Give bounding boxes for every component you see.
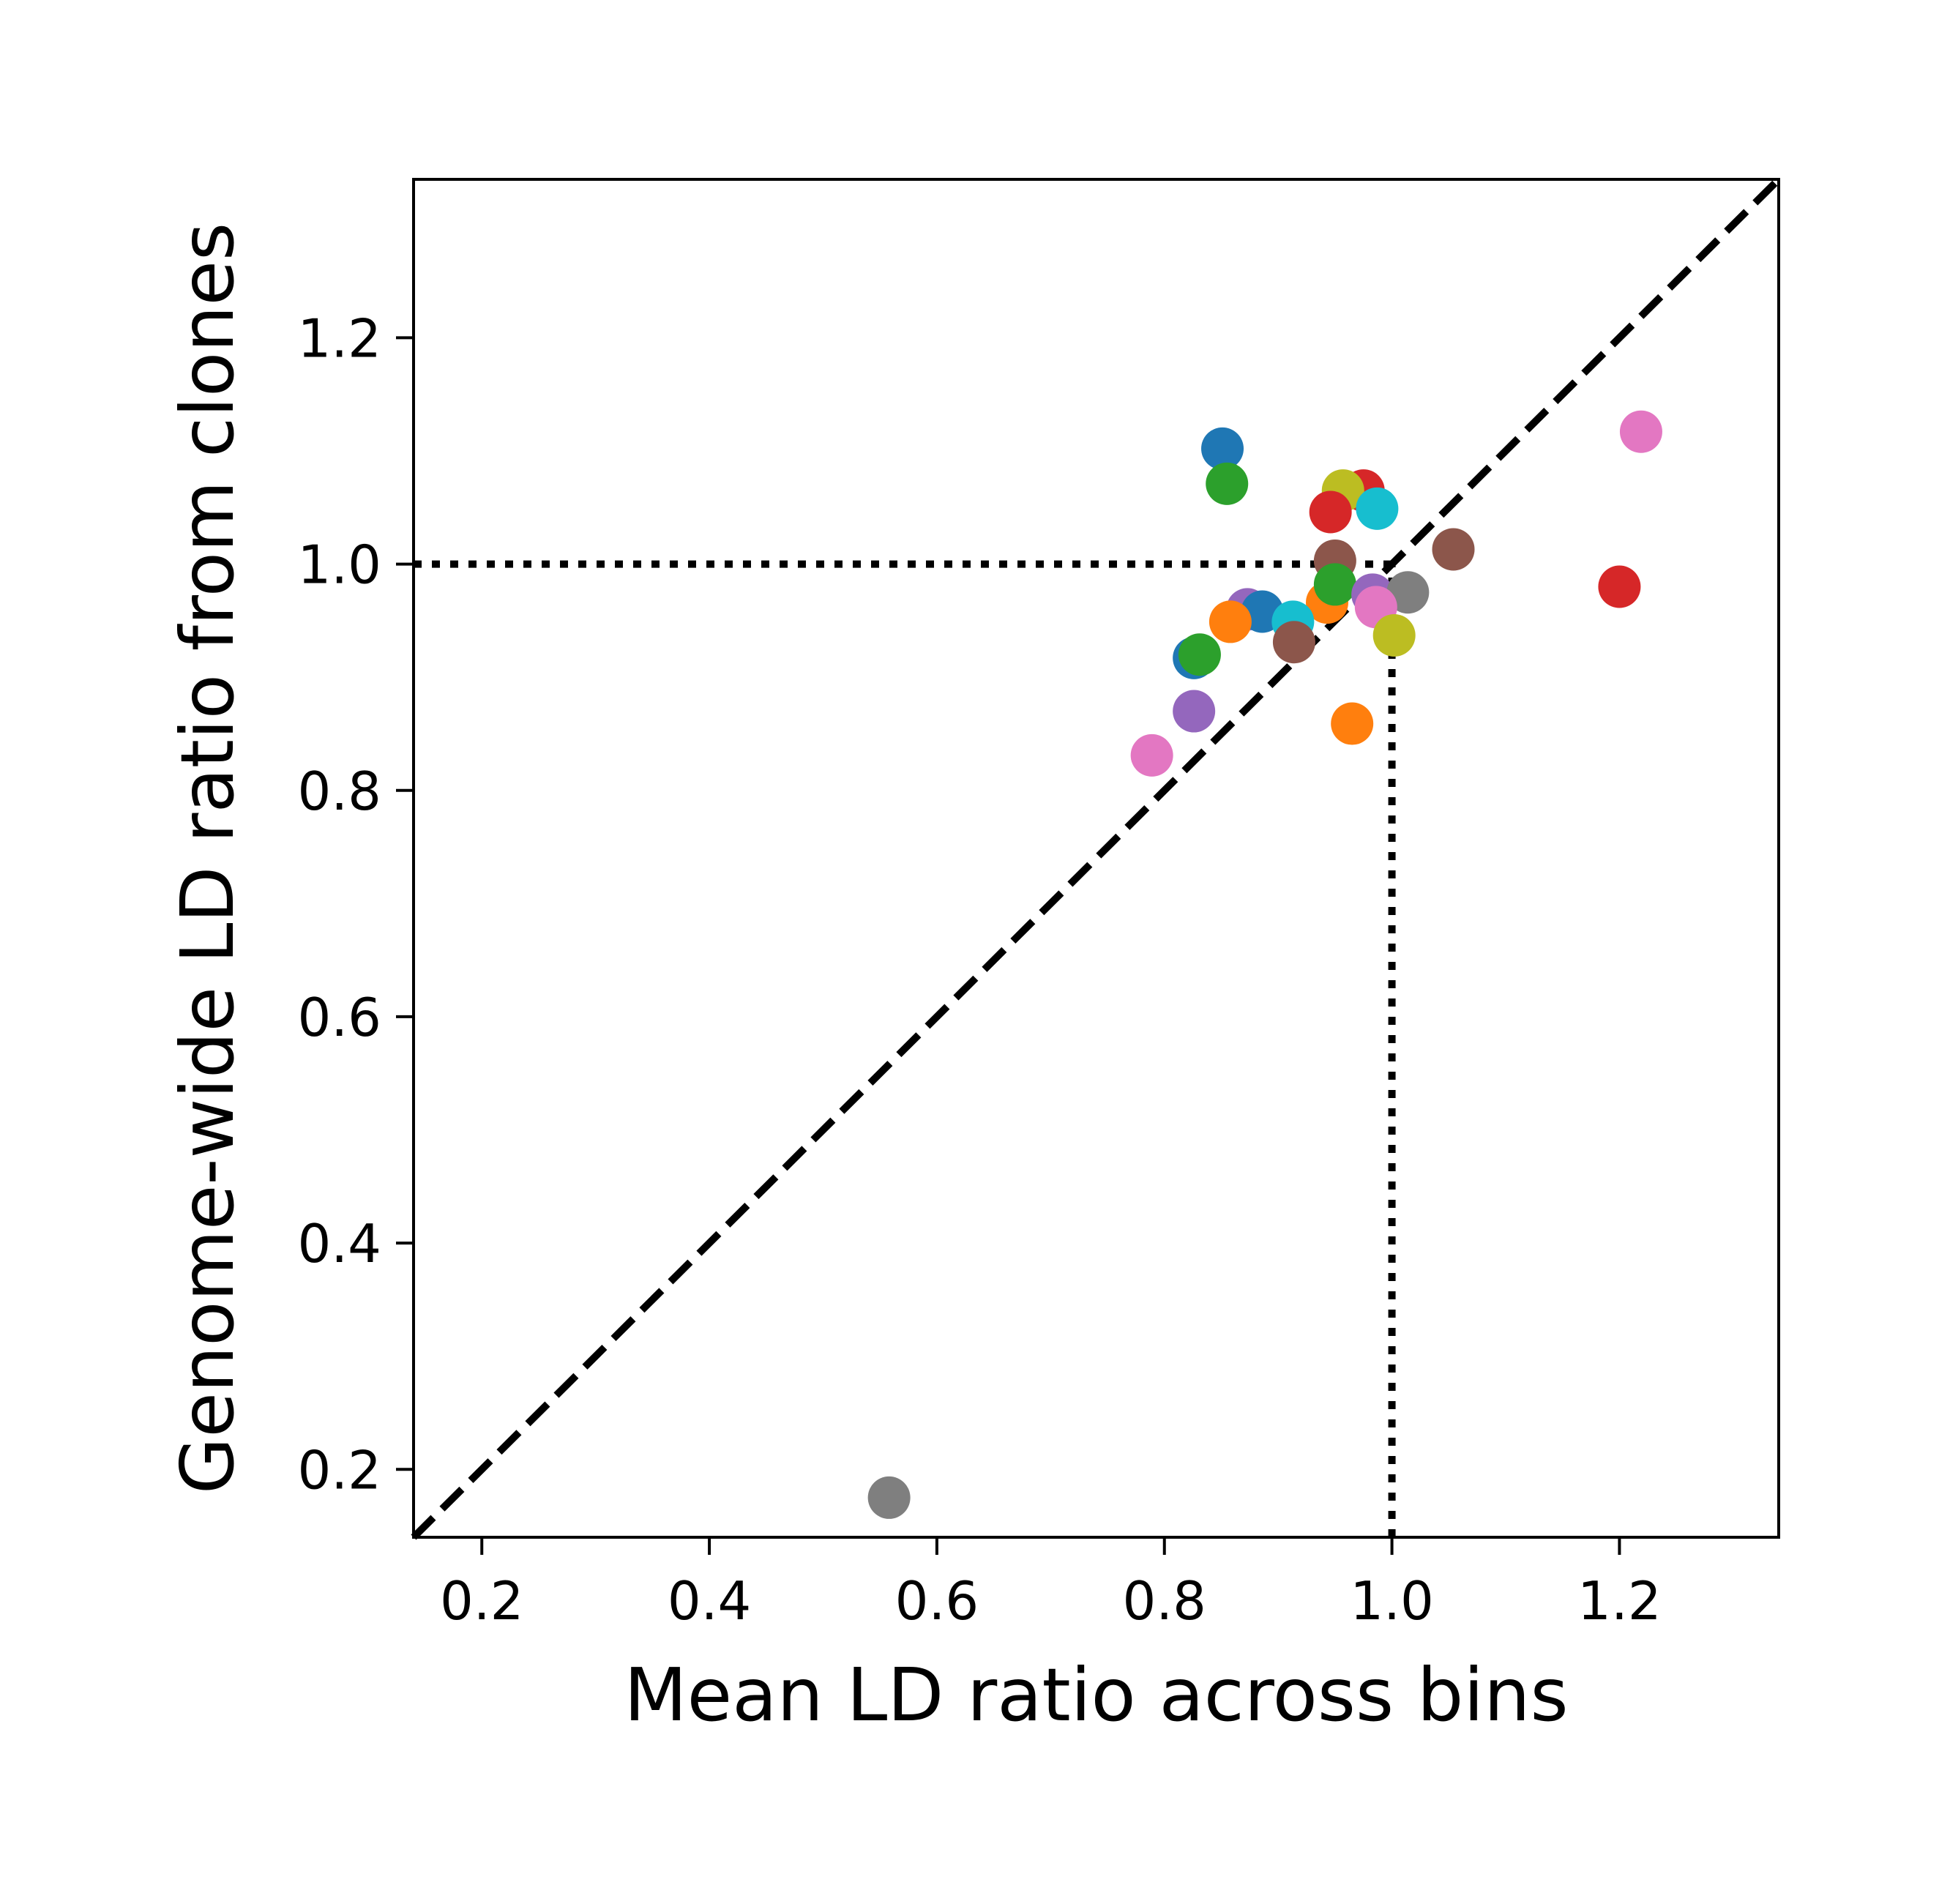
- x-tick-label: 1.2: [1577, 1570, 1662, 1632]
- y-tick-label: 1.2: [297, 307, 381, 369]
- reference-lines: [411, 176, 1782, 1540]
- x-tick-label: 0.8: [1122, 1570, 1206, 1632]
- data-point: [1619, 410, 1662, 453]
- x-axis-label: Mean LD ratio across bins: [624, 1652, 1568, 1738]
- data-point: [1272, 621, 1315, 664]
- data-point: [1386, 571, 1430, 614]
- x-tick-label: 0.4: [668, 1570, 752, 1632]
- data-point: [1432, 528, 1475, 571]
- data-points: [867, 410, 1662, 1519]
- data-point: [1331, 702, 1374, 745]
- data-point: [1201, 427, 1244, 470]
- data-point: [867, 1476, 911, 1519]
- y-tick-label: 0.2: [297, 1439, 381, 1501]
- x-tick-label: 0.6: [895, 1570, 979, 1632]
- y-tick-label: 0.6: [297, 987, 381, 1048]
- y-axis-label: Genome-wide LD ratio from clones: [165, 223, 250, 1494]
- y-tick-label: 0.4: [297, 1213, 381, 1274]
- data-point: [1178, 633, 1221, 676]
- x-axis-ticks: 0.2 0.4 0.6 0.8 1.0 1.2: [440, 1537, 1662, 1632]
- data-point: [1309, 490, 1352, 534]
- data-point: [1209, 600, 1252, 643]
- x-tick-label: 0.2: [440, 1570, 524, 1632]
- data-point: [1206, 462, 1249, 505]
- data-point: [1356, 487, 1399, 530]
- data-point: [1130, 733, 1173, 777]
- data-point: [1372, 613, 1416, 657]
- x-tick-label: 1.0: [1350, 1570, 1434, 1632]
- y-tick-label: 1.0: [297, 534, 381, 596]
- plot-area-frame: [412, 178, 1780, 1539]
- data-point: [1598, 565, 1641, 608]
- y-axis-ticks: 0.2 0.4 0.6 0.8 1.0 1.2: [297, 307, 414, 1501]
- data-point: [1173, 690, 1216, 733]
- data-point: [1313, 563, 1356, 606]
- y-tick-label: 0.8: [297, 761, 381, 822]
